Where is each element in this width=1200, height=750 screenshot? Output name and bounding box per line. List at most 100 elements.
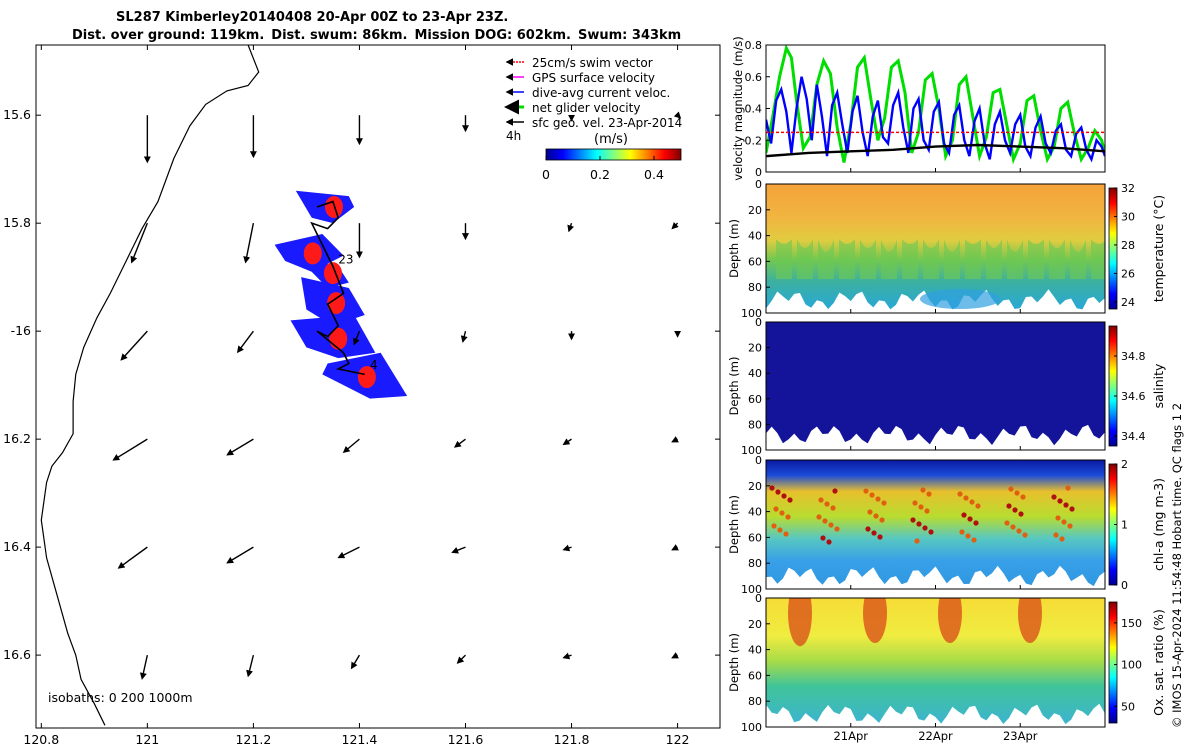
cold-pool — [920, 289, 1000, 309]
current-arrow — [562, 438, 572, 446]
temperature-wave — [881, 239, 897, 279]
temperature-wave — [1049, 239, 1065, 279]
temperature-wave — [902, 239, 918, 279]
depth-tick-label: 100 — [741, 444, 762, 457]
temperature-wave — [797, 239, 813, 279]
time-axis-label: 22Apr — [918, 729, 953, 743]
chl-sample-dot — [920, 487, 926, 493]
velocity-ylabel: velocity magnitude (m/s) — [731, 36, 745, 181]
colorbar-tick-label: 32 — [1121, 182, 1135, 195]
temperature-wave — [944, 239, 960, 279]
temperature-wave — [1091, 239, 1105, 279]
chl-sample-dot — [818, 497, 824, 503]
colorbar-tick-label: 24 — [1121, 296, 1135, 309]
current-arrow — [353, 330, 361, 346]
chart-title: SL287 Kimberley20140408 20-Apr 00Z to 23… — [116, 10, 509, 25]
map-frame — [35, 44, 721, 729]
depth-tick-label: 40 — [748, 230, 762, 243]
oxygen-colorbar — [1108, 601, 1118, 724]
oxygen-colorbar-label: Ox. sat. ratio (%) — [1151, 609, 1166, 716]
chlorophyll-colorbar-label: chl-a (mg m-3) — [1151, 478, 1166, 571]
temperature-wave — [1028, 239, 1044, 279]
chl-sample-dot — [769, 485, 775, 491]
chart-subtitle: Dist. over ground: 119km. Dist. swum: 86k… — [72, 28, 681, 43]
current-arrow — [671, 544, 679, 551]
copyright-notice: © IMOS 15-Apr-2024 11:54:48 Hobart time.… — [1170, 402, 1184, 728]
legend-label: GPS surface velocity — [532, 71, 655, 85]
colorbar-tick-label: 1 — [1121, 519, 1128, 532]
oxygen-maximum — [1018, 598, 1042, 643]
colorbar-tick-label: 0.4 — [644, 167, 664, 182]
chl-sample-dot — [1069, 506, 1075, 512]
gps-velocity-core — [327, 292, 346, 315]
chl-sample-dot — [865, 526, 871, 532]
chl-sample-dot — [1006, 503, 1012, 509]
depth-tick-label: 100 — [741, 721, 762, 734]
velocity-y-tick-label: 0.2 — [745, 134, 763, 147]
time-step-label: 4h — [506, 129, 521, 143]
time-axis-label: 23Apr — [1003, 729, 1038, 743]
section-field — [766, 598, 1105, 725]
track-label-start: 23 — [338, 253, 353, 267]
current-arrow — [671, 436, 679, 443]
temperature-wave — [965, 239, 981, 279]
depth-tick-label: 100 — [741, 583, 762, 596]
glider-track — [310, 200, 365, 376]
time-axis: 21Apr 22Apr 23Apr — [833, 729, 1037, 743]
depth-tick-label: 0 — [755, 592, 762, 605]
depth-axis-label: Depth (m) — [727, 495, 741, 554]
chl-sample-dot — [975, 503, 981, 509]
colorbar-tick-label: 0.2 — [590, 167, 610, 182]
depth-axis-label: Depth (m) — [727, 219, 741, 278]
map-x-tick-label: 121 — [135, 732, 159, 747]
chl-sample-dot — [912, 500, 918, 506]
current-arrow — [456, 654, 466, 664]
coastline — [40, 45, 260, 726]
legend-label: dive-avg current veloc. — [532, 86, 670, 100]
temperature-wave — [818, 239, 834, 279]
oxygen-section: 0 20 40 60 80 100 Depth (m) 50 100 150 Ox. sat. ra… — [727, 592, 1166, 734]
colorbar-tick-label: 2 — [1121, 458, 1128, 471]
depth-tick-label: 20 — [748, 342, 762, 355]
chl-sample-dot — [816, 514, 822, 520]
chl-sample-dot — [1057, 498, 1063, 504]
chl-sample-dot — [871, 530, 877, 536]
chl-sample-dot — [877, 534, 883, 540]
depth-tick-label: 60 — [748, 531, 762, 544]
temperature-colorbar — [1108, 187, 1118, 310]
colorbar-tick-label: 34.8 — [1121, 350, 1146, 363]
chl-sample-dot — [1059, 536, 1065, 542]
map-x-tick-label: 121.8 — [554, 732, 590, 747]
depth-tick-label: 60 — [748, 669, 762, 682]
map-x-tick-label: 120.8 — [23, 732, 59, 747]
chl-sample-dot — [910, 517, 916, 523]
current-arrow — [226, 438, 254, 456]
current-arrow — [342, 438, 360, 454]
speed-colorbar: (m/s) 0 0.2 0.4 — [542, 132, 682, 182]
chl-sample-dot — [783, 531, 789, 537]
temperature-wave — [986, 239, 1002, 279]
temperature-section-data — [766, 184, 1105, 313]
temperature-section: 0 20 40 60 80 100 Depth (m) 24 26 28 30 32 temperatu… — [727, 178, 1166, 320]
chl-sample-dot — [1067, 523, 1073, 529]
current-arrow — [567, 222, 575, 233]
current-arrow — [451, 546, 466, 554]
chl-sample-dot — [863, 488, 869, 494]
gps-velocity-core — [303, 242, 322, 265]
temperature-wave — [1007, 239, 1023, 279]
current-arrow — [130, 222, 148, 264]
depth-tick-label: 0 — [755, 178, 762, 191]
chl-sample-dot — [820, 535, 826, 541]
temperature-wave — [923, 239, 939, 279]
current-arrow — [246, 654, 255, 678]
chl-sample-dot — [1063, 502, 1069, 508]
depth-tick-label: 20 — [748, 480, 762, 493]
temperature-wave — [1070, 239, 1086, 279]
chl-sample-dot — [965, 533, 971, 539]
colorbar-tick-label: 50 — [1121, 700, 1135, 713]
chl-sample-dot — [879, 517, 885, 523]
gps-velocity-core — [329, 327, 348, 350]
map-y-tick-label: -16 — [11, 323, 31, 338]
